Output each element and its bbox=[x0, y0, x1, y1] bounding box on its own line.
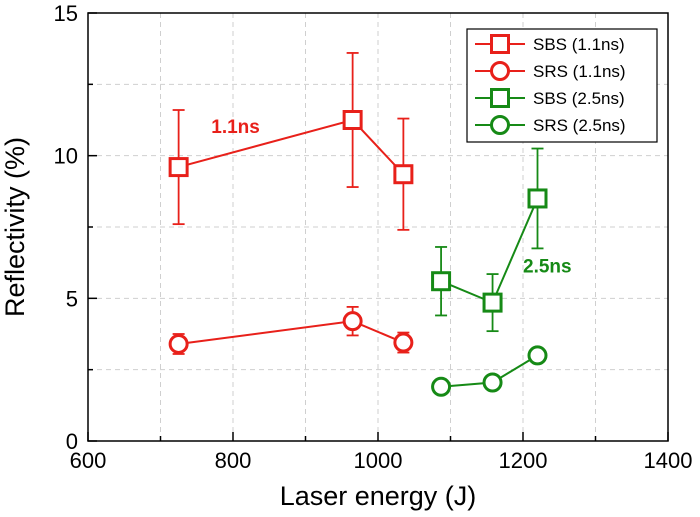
x-tick-label: 1400 bbox=[644, 448, 693, 473]
series-line bbox=[178, 320, 404, 345]
marker-bg bbox=[529, 347, 546, 364]
x-tick-label: 1000 bbox=[354, 448, 403, 473]
legend-entry-3: SRS (2.5ns) bbox=[475, 115, 626, 135]
marker-bg bbox=[529, 190, 546, 207]
legend-label: SRS (1.1ns) bbox=[533, 62, 626, 81]
marker-bg bbox=[395, 166, 412, 183]
x-tick-label: 600 bbox=[70, 448, 107, 473]
data-point bbox=[482, 372, 503, 393]
marker-bg bbox=[484, 294, 501, 311]
annotations: 1.1ns 2.5ns bbox=[211, 117, 571, 278]
series-3 bbox=[431, 345, 548, 397]
y-axis-title: Reflectivity (%) bbox=[0, 137, 30, 317]
legend-label: SRS (2.5ns) bbox=[533, 116, 626, 135]
legend-label: SBS (2.5ns) bbox=[533, 89, 625, 108]
series-layer bbox=[168, 52, 548, 397]
marker-bg bbox=[170, 335, 187, 352]
data-point bbox=[342, 110, 363, 130]
marker-bg bbox=[433, 378, 450, 395]
data-point bbox=[168, 333, 189, 354]
legend-marker bbox=[490, 34, 510, 54]
legend-marker-bg bbox=[492, 36, 508, 52]
marker-bg bbox=[395, 334, 412, 351]
marker-bg bbox=[344, 313, 361, 330]
y-tick-label: 10 bbox=[54, 144, 78, 169]
y-tick-label: 15 bbox=[54, 1, 78, 26]
data-point bbox=[431, 376, 452, 397]
data-point bbox=[393, 164, 414, 185]
x-axis-title: Laser energy (J) bbox=[280, 481, 477, 511]
series-1 bbox=[168, 305, 414, 355]
legend-entry-2: SBS (2.5ns) bbox=[475, 88, 625, 108]
legend-entry-1: SRS (1.1ns) bbox=[475, 61, 626, 81]
marker-bg bbox=[344, 112, 361, 128]
legend-label: SBS (1.1ns) bbox=[533, 35, 625, 54]
legend-marker bbox=[490, 115, 510, 135]
axes: 600 800 1000 1200 1400 0 5 10 15 bbox=[54, 1, 693, 473]
data-point bbox=[393, 332, 414, 353]
x-tick-label: 1200 bbox=[499, 448, 548, 473]
x-tick-label: 800 bbox=[215, 448, 252, 473]
legend: SBS (1.1ns) SRS (1.1ns) SBS (2.5ns) SRS (2.… bbox=[466, 28, 658, 143]
y-tick-label: 5 bbox=[66, 286, 78, 311]
data-point bbox=[168, 157, 189, 178]
data-point bbox=[431, 271, 452, 292]
legend-marker-bg bbox=[492, 117, 508, 133]
legend-marker bbox=[490, 61, 510, 81]
grid bbox=[88, 13, 668, 441]
legend-marker-bg bbox=[492, 90, 508, 106]
annotation-label: 1.1ns bbox=[211, 117, 260, 138]
marker-bg bbox=[433, 273, 450, 290]
legend-marker bbox=[490, 88, 510, 108]
marker-bg bbox=[484, 374, 501, 391]
series-2 bbox=[431, 147, 548, 333]
y-tick-label: 0 bbox=[66, 429, 78, 454]
legend-marker-bg bbox=[492, 63, 508, 79]
data-point bbox=[482, 292, 503, 313]
data-point bbox=[527, 345, 548, 366]
legend-entry-0: SBS (1.1ns) bbox=[475, 34, 625, 54]
data-point bbox=[342, 311, 363, 332]
annotation-label: 2.5ns bbox=[523, 257, 572, 278]
series-0 bbox=[168, 52, 414, 231]
marker-bg bbox=[170, 159, 187, 176]
data-point bbox=[527, 188, 548, 209]
